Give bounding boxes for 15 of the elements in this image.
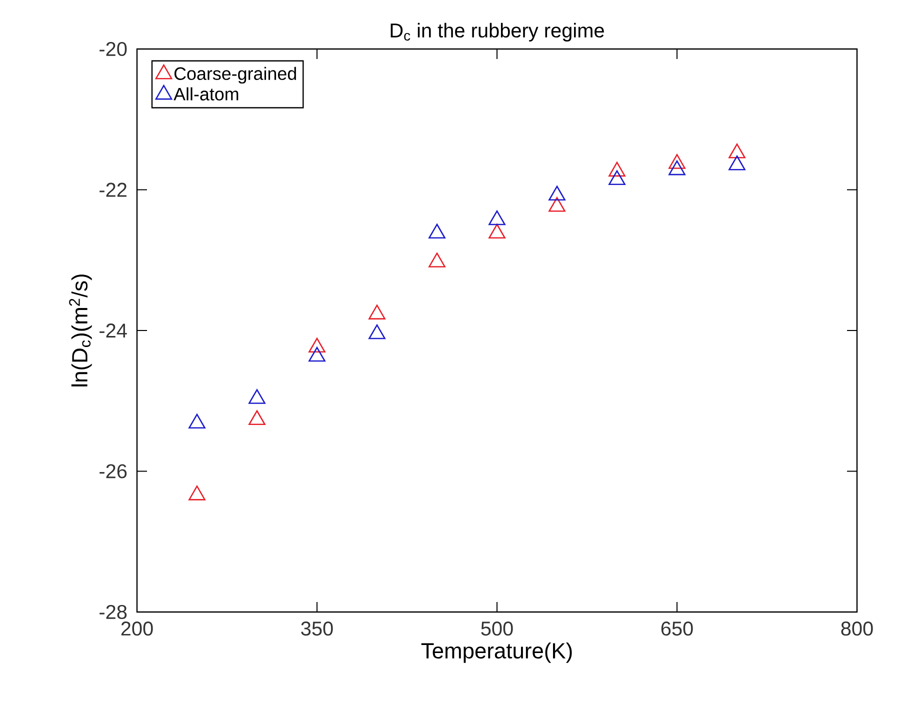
chart-title: D$_{c}$ in the rubbery regime [390,22,604,42]
y-tick-label: -28 [100,604,127,620]
y-tick-label: -24 [100,324,127,338]
x-tick-label: 200 [121,622,153,636]
y-tick-label: -20 [100,42,127,56]
x-tick-label: 650 [661,622,693,636]
y-tick-label: -22 [100,182,126,197]
x-axis-title: Temperature(K) [421,642,572,663]
legend-label: All-atom [174,87,238,100]
x-tick-label: 350 [301,622,333,636]
legend-label: Coarse-grained [174,66,296,84]
x-tick-label: 500 [481,622,513,636]
x-tick-label: 800 [841,622,873,636]
y-axis-title: ln(D$_{c}$)(m$^{2}$/s) [69,274,92,386]
y-tick-label: -26 [100,464,127,478]
